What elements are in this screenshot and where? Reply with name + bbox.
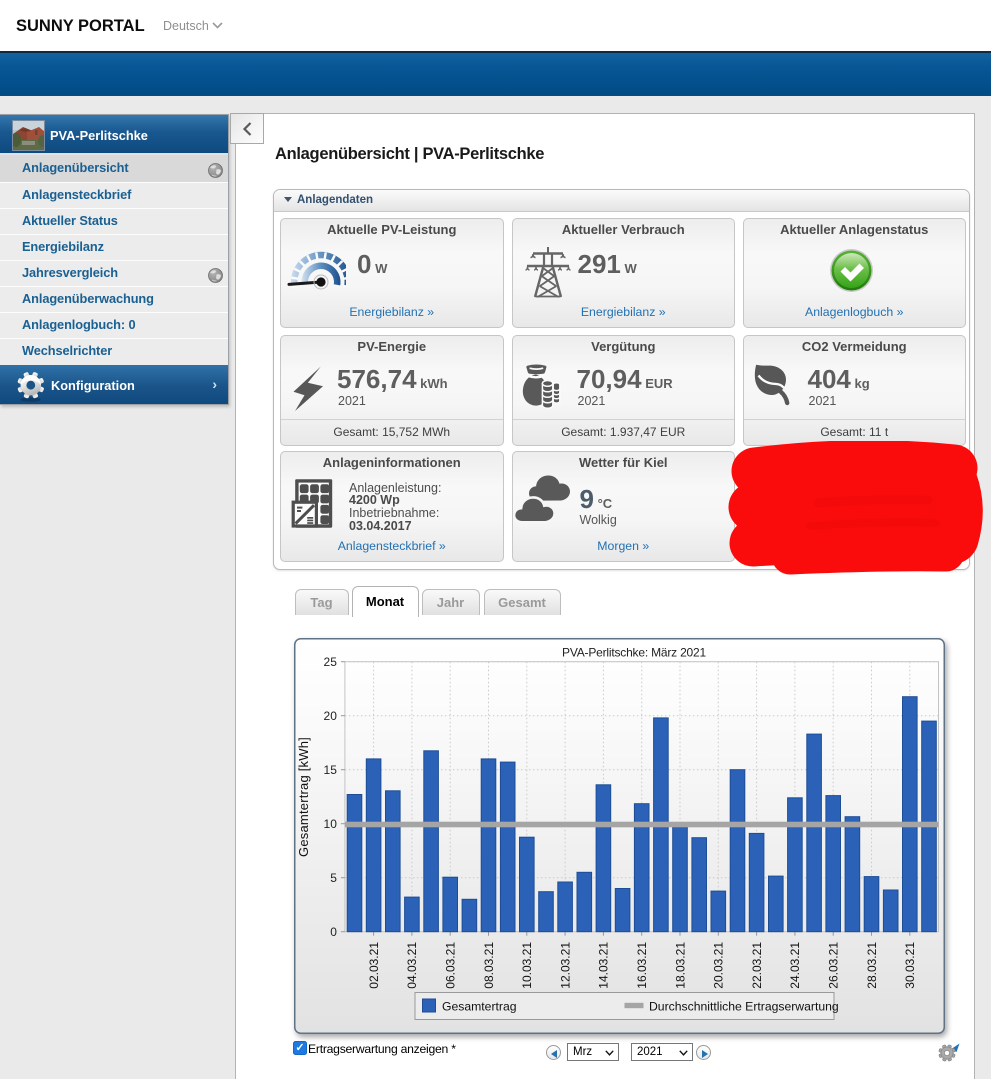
svg-text:04.03.21: 04.03.21 [405, 942, 419, 989]
svg-text:24.03.21: 24.03.21 [788, 942, 802, 989]
svg-text:28.03.21: 28.03.21 [865, 942, 879, 989]
svg-text:10.03.21: 10.03.21 [520, 942, 534, 989]
svg-text:20.03.21: 20.03.21 [712, 942, 726, 989]
svg-text:15: 15 [324, 763, 338, 777]
svg-text:18.03.21: 18.03.21 [673, 942, 687, 989]
svg-text:16.03.21: 16.03.21 [635, 942, 649, 989]
svg-text:22.03.21: 22.03.21 [750, 942, 764, 989]
svg-text:12.03.21: 12.03.21 [558, 942, 572, 989]
svg-text:Gesamtertrag [kWh]: Gesamtertrag [kWh] [296, 737, 311, 857]
svg-text:Durchschnittliche Ertragserwar: Durchschnittliche Ertragserwartung [649, 1000, 839, 1014]
svg-text:0: 0 [330, 925, 337, 939]
svg-text:20: 20 [324, 709, 338, 723]
svg-text:06.03.21: 06.03.21 [444, 942, 458, 989]
svg-text:10: 10 [324, 817, 338, 831]
svg-text:08.03.21: 08.03.21 [482, 942, 496, 989]
svg-text:25: 25 [324, 655, 338, 669]
svg-text:14.03.21: 14.03.21 [597, 942, 611, 989]
svg-text:5: 5 [330, 871, 337, 885]
svg-text:26.03.21: 26.03.21 [827, 942, 841, 989]
svg-text:02.03.21: 02.03.21 [367, 942, 381, 989]
svg-text:30.03.21: 30.03.21 [903, 942, 917, 989]
svg-text:PVA-Perlitschke: März 2021: PVA-Perlitschke: März 2021 [562, 646, 706, 660]
svg-text:Gesamtertrag: Gesamtertrag [442, 1000, 517, 1014]
